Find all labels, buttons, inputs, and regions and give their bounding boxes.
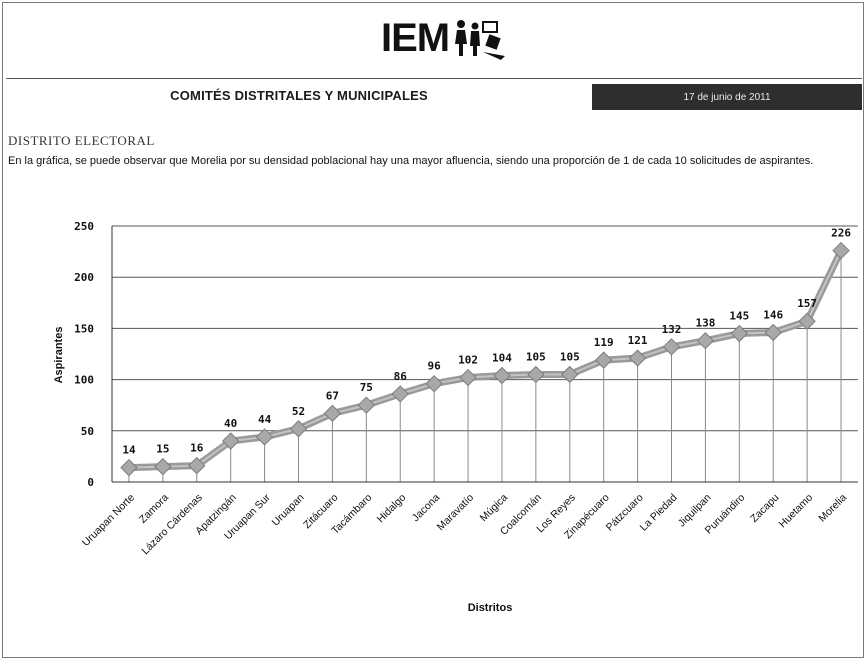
data-label: 132	[662, 323, 682, 336]
section-title: COMITÉS DISTRITALES Y MUNICIPALES	[170, 88, 428, 103]
y-axis-title: Aspirantes	[53, 327, 65, 384]
data-label: 105	[560, 350, 580, 363]
data-point	[628, 349, 647, 367]
data-label: 16	[190, 442, 204, 455]
y-tick-label: 100	[74, 374, 94, 387]
data-label: 52	[292, 405, 305, 418]
data-point	[425, 374, 443, 393]
data-label: 146	[763, 308, 783, 321]
data-point	[154, 457, 172, 476]
data-point	[764, 323, 782, 342]
x-tick-label: Huetamo	[777, 492, 816, 531]
data-point	[391, 385, 409, 403]
data-label: 14	[122, 444, 136, 457]
data-point	[594, 351, 613, 369]
data-label: 119	[594, 336, 614, 349]
data-point	[120, 458, 138, 477]
series-line	[125, 247, 845, 472]
data-label: 67	[326, 389, 339, 402]
data-point	[493, 366, 511, 385]
data-label: 157	[797, 297, 817, 310]
data-label: 75	[360, 381, 373, 394]
data-label: 104	[492, 352, 512, 365]
x-tick-label: Zamora	[137, 492, 171, 526]
header-rule	[6, 78, 862, 79]
data-label: 105	[526, 350, 546, 363]
data-point	[696, 331, 715, 350]
data-point	[188, 456, 206, 475]
data-label: 121	[628, 334, 648, 347]
data-point	[662, 338, 681, 356]
x-tick-label: Maravatío	[435, 492, 477, 534]
y-tick-label: 50	[81, 425, 94, 438]
y-tick-label: 0	[87, 476, 94, 489]
data-point	[459, 368, 477, 387]
data-point	[730, 324, 749, 343]
data-point	[289, 420, 308, 438]
data-point	[527, 365, 545, 384]
page-description: En la gráfica, se puede observar que Mor…	[8, 155, 814, 167]
data-label: 40	[224, 417, 237, 430]
data-label: 15	[156, 443, 169, 456]
data-label: 102	[458, 354, 478, 367]
data-label: 44	[258, 413, 272, 426]
x-tick-label: Hidalgo	[375, 492, 409, 526]
data-label: 86	[394, 370, 408, 383]
data-point	[798, 312, 816, 330]
logo-text: IEM	[381, 16, 450, 60]
data-point	[255, 428, 274, 446]
data-point	[832, 241, 850, 260]
y-tick-label: 200	[74, 271, 94, 284]
data-label: 145	[729, 310, 749, 323]
data-point	[357, 396, 376, 414]
x-tick-label: Uruapan Norte	[80, 492, 137, 549]
x-axis-title: Distritos	[468, 602, 513, 614]
series-line-highlight	[128, 250, 842, 469]
data-point	[561, 365, 579, 384]
data-label: 226	[831, 227, 851, 240]
page-heading: DISTRITO ELECTORAL	[8, 133, 155, 148]
x-tick-label: Zacapu	[748, 492, 781, 525]
y-tick-label: 250	[74, 220, 94, 233]
data-point	[221, 432, 240, 450]
x-tick-label: Jacona	[410, 492, 443, 525]
x-tick-label: Morelia	[816, 492, 849, 525]
data-point	[323, 404, 342, 423]
x-tick-label: Lázaro Cárdenas	[139, 492, 204, 557]
y-tick-label: 150	[74, 322, 94, 335]
x-tick-label: Múgica	[478, 492, 511, 525]
date-badge: 17 de junio de 2011	[592, 84, 862, 110]
data-label: 96	[428, 360, 442, 373]
data-label: 138	[695, 317, 715, 330]
logo-figures-icon	[455, 20, 505, 60]
iem-logo: IEM	[381, 12, 511, 70]
x-tick-label: La Piedad	[638, 492, 680, 534]
